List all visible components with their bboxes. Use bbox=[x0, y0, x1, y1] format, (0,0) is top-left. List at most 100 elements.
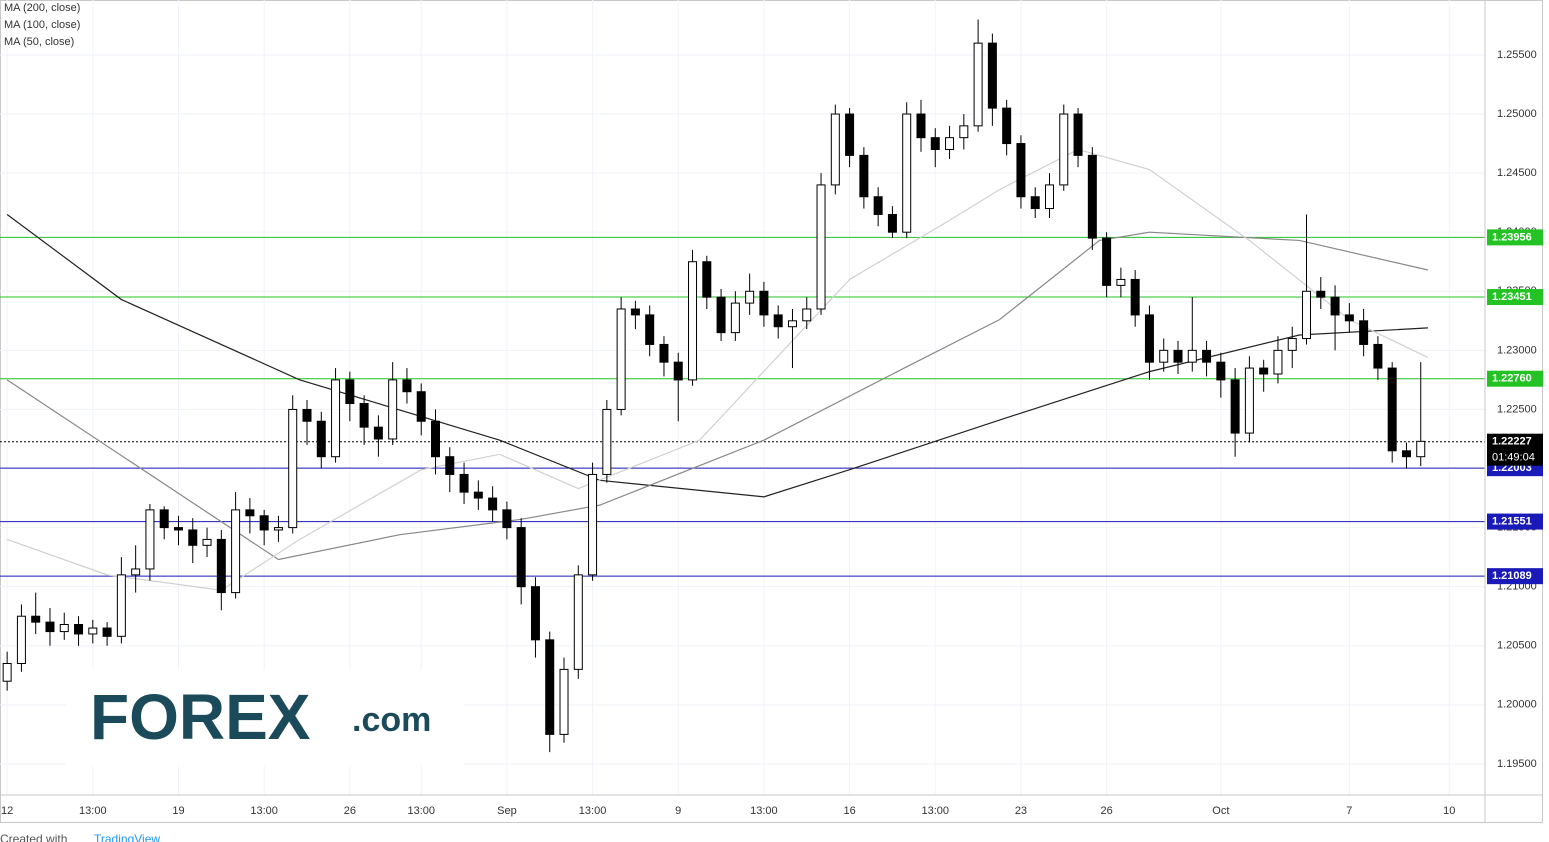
candle-body bbox=[830, 113, 840, 186]
logo-brand: FOREX bbox=[90, 681, 311, 753]
candle-body bbox=[273, 527, 283, 531]
candle-body bbox=[1302, 290, 1312, 340]
footer-prefix: Created with bbox=[0, 832, 67, 842]
candle-body bbox=[1159, 349, 1169, 363]
candle-body bbox=[1044, 184, 1054, 210]
candle-body bbox=[773, 314, 783, 328]
y-tick-label: 1.20500 bbox=[1497, 640, 1537, 652]
candle-body bbox=[16, 615, 26, 664]
level-label: 1.22760 bbox=[1492, 373, 1532, 385]
x-tick-label: 10 bbox=[1443, 805, 1455, 817]
y-tick-label: 1.23000 bbox=[1497, 344, 1537, 356]
countdown: 01:49:04 bbox=[1492, 452, 1535, 464]
candle-body bbox=[131, 568, 141, 576]
x-tick-label: 7 bbox=[1346, 805, 1352, 817]
candle-body bbox=[1373, 343, 1383, 369]
candle-body bbox=[759, 290, 769, 316]
candle-body bbox=[1202, 349, 1212, 363]
y-tick-label: 1.25000 bbox=[1497, 108, 1537, 120]
level-tag bbox=[1487, 289, 1543, 306]
candle-body bbox=[1244, 367, 1254, 434]
candle-body bbox=[1173, 349, 1183, 363]
candle-body bbox=[402, 379, 412, 393]
candle-body bbox=[673, 361, 683, 381]
candle-body bbox=[188, 529, 198, 546]
x-tick-label: 13:00 bbox=[750, 805, 778, 817]
candle-body bbox=[1287, 338, 1297, 351]
candle-body bbox=[316, 420, 326, 458]
candle-body bbox=[1059, 113, 1069, 186]
x-tick-label: 26 bbox=[344, 805, 356, 817]
candle-body bbox=[373, 426, 383, 440]
candle-body bbox=[730, 302, 740, 334]
x-tick-label: 13:00 bbox=[921, 805, 949, 817]
candle-body bbox=[688, 261, 698, 381]
candle-body bbox=[302, 408, 312, 422]
candle-body bbox=[159, 509, 169, 529]
candle-body bbox=[602, 408, 612, 475]
candle-body bbox=[945, 137, 955, 150]
ma-line bbox=[6, 148, 1429, 591]
candle-body bbox=[1102, 237, 1112, 286]
x-tick-label: 13:00 bbox=[79, 805, 107, 817]
candle-body bbox=[74, 623, 84, 635]
candle-body bbox=[859, 154, 869, 198]
candle-body bbox=[1116, 278, 1126, 286]
candle-body bbox=[787, 320, 797, 328]
candle-body bbox=[1016, 143, 1026, 198]
candle-body bbox=[516, 527, 526, 588]
candle-body bbox=[645, 314, 655, 345]
candle-body bbox=[388, 379, 398, 440]
y-tick-label: 1.25500 bbox=[1497, 49, 1537, 61]
last-price-tag bbox=[1487, 433, 1543, 466]
candle-body bbox=[930, 137, 940, 150]
level-label: 1.21089 bbox=[1492, 570, 1532, 582]
level-tag bbox=[1487, 229, 1543, 246]
candle-body bbox=[59, 623, 69, 633]
logo-suffix: .com bbox=[352, 701, 431, 739]
candle-body bbox=[1187, 349, 1197, 363]
legend-entry: MA (100, close) bbox=[4, 19, 80, 31]
candle-body bbox=[245, 509, 255, 517]
candle-body bbox=[202, 538, 212, 546]
level-label: 1.23451 bbox=[1492, 291, 1532, 303]
level-label: 1.21551 bbox=[1492, 515, 1532, 527]
footer-source: TradingView bbox=[94, 832, 160, 842]
candle-body bbox=[359, 403, 369, 428]
x-tick-label: Sep bbox=[497, 805, 517, 817]
candle-body bbox=[1087, 154, 1097, 239]
ma-line bbox=[6, 231, 1429, 561]
candle-body bbox=[745, 290, 755, 304]
candle-body bbox=[845, 113, 855, 156]
x-tick-label: 23 bbox=[1015, 805, 1027, 817]
candle-body bbox=[502, 509, 512, 529]
candle-body bbox=[702, 261, 712, 298]
candle-body bbox=[288, 408, 298, 529]
candle-body bbox=[616, 308, 626, 410]
candle-body bbox=[173, 527, 183, 531]
candle-body bbox=[145, 509, 155, 570]
candle-body bbox=[459, 473, 469, 493]
candle-body bbox=[488, 497, 498, 511]
legend-entry: MA (200, close) bbox=[4, 2, 80, 14]
candle-body bbox=[1344, 314, 1354, 322]
candle-body bbox=[1230, 379, 1240, 434]
candle-body bbox=[530, 586, 540, 641]
x-tick-label: 9 bbox=[675, 805, 681, 817]
candle-body bbox=[1401, 450, 1411, 458]
legend-entry: MA (50, close) bbox=[4, 36, 74, 48]
last-price-label: 1.22227 bbox=[1492, 436, 1532, 448]
candle-body bbox=[1216, 361, 1226, 381]
candle-body bbox=[1144, 314, 1154, 363]
candle-body bbox=[31, 615, 41, 623]
candle-body bbox=[102, 627, 112, 637]
logo-backdrop bbox=[66, 670, 464, 766]
candle-body bbox=[1416, 440, 1426, 458]
candle-body bbox=[416, 391, 426, 422]
candle-body bbox=[473, 491, 483, 499]
level-tag bbox=[1487, 370, 1543, 387]
candle-body bbox=[959, 125, 969, 139]
x-tick-label: 13:00 bbox=[407, 805, 435, 817]
candle-body bbox=[1359, 320, 1369, 345]
